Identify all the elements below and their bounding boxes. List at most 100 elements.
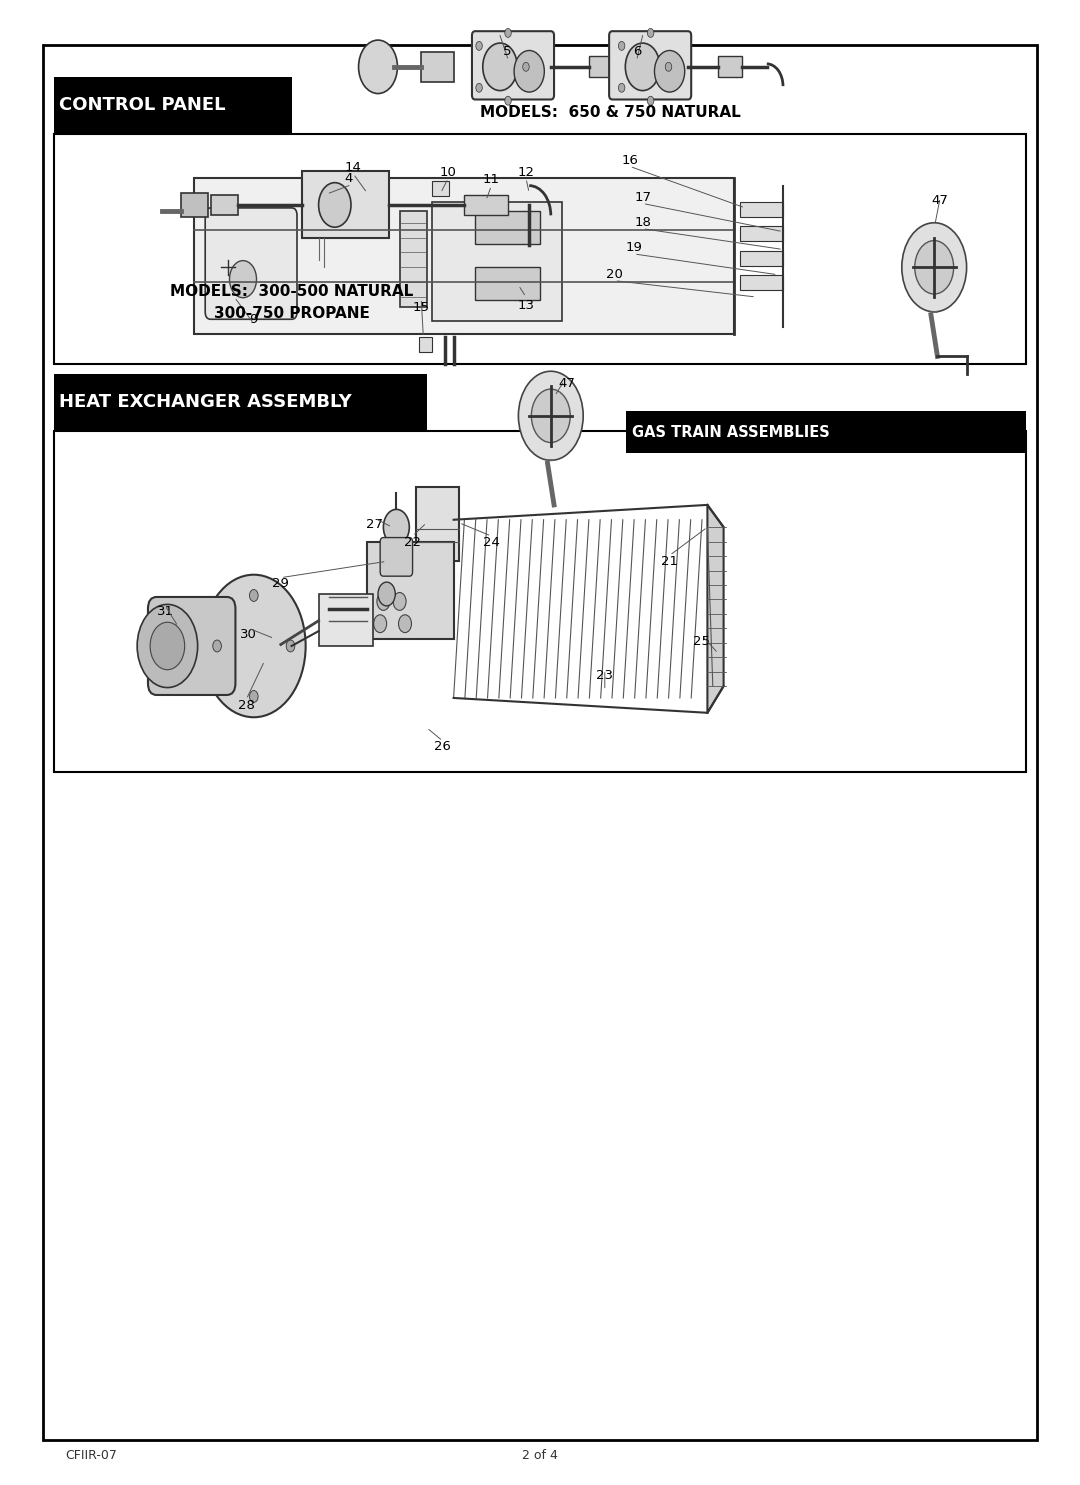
Text: GAS TRAIN ASSEMBLIES: GAS TRAIN ASSEMBLIES [632, 425, 829, 440]
Circle shape [393, 593, 406, 610]
FancyBboxPatch shape [54, 431, 1026, 772]
Text: 23: 23 [596, 670, 613, 682]
Text: 20: 20 [606, 269, 623, 281]
FancyBboxPatch shape [589, 56, 612, 77]
Circle shape [625, 43, 660, 91]
FancyBboxPatch shape [211, 195, 238, 215]
Text: 26: 26 [434, 741, 451, 753]
Circle shape [654, 50, 685, 92]
Circle shape [286, 640, 295, 652]
FancyBboxPatch shape [740, 202, 783, 217]
Text: 19: 19 [625, 242, 643, 254]
FancyBboxPatch shape [475, 267, 540, 300]
Circle shape [374, 615, 387, 633]
Circle shape [518, 371, 583, 460]
Circle shape [378, 582, 395, 606]
FancyBboxPatch shape [302, 171, 389, 238]
Circle shape [476, 83, 483, 92]
Circle shape [647, 28, 653, 37]
Text: 4: 4 [345, 172, 353, 184]
Text: CFIIR-07: CFIIR-07 [65, 1449, 117, 1461]
FancyBboxPatch shape [367, 542, 454, 639]
Text: 21: 21 [661, 555, 678, 567]
FancyBboxPatch shape [718, 56, 742, 77]
FancyBboxPatch shape [148, 597, 235, 695]
Circle shape [249, 691, 258, 702]
Text: 15: 15 [413, 301, 430, 313]
FancyBboxPatch shape [740, 251, 783, 266]
Text: 17: 17 [634, 192, 651, 203]
FancyBboxPatch shape [54, 77, 292, 134]
Circle shape [319, 183, 351, 227]
Polygon shape [707, 505, 724, 713]
FancyBboxPatch shape [205, 208, 297, 319]
Text: 16: 16 [621, 154, 638, 166]
Circle shape [377, 593, 390, 610]
Text: 18: 18 [634, 217, 651, 229]
Text: 300-750 PROPANE: 300-750 PROPANE [214, 306, 369, 321]
FancyBboxPatch shape [194, 178, 734, 334]
Circle shape [523, 62, 529, 71]
Circle shape [202, 575, 306, 717]
FancyBboxPatch shape [609, 31, 691, 99]
FancyBboxPatch shape [400, 211, 427, 307]
FancyBboxPatch shape [319, 594, 373, 646]
Text: MODELS:  300-500 NATURAL: MODELS: 300-500 NATURAL [170, 284, 414, 298]
Text: 31: 31 [157, 606, 174, 618]
Circle shape [504, 97, 511, 105]
FancyBboxPatch shape [416, 487, 459, 561]
Text: 6: 6 [633, 46, 642, 58]
FancyBboxPatch shape [421, 52, 454, 82]
Text: HEAT EXCHANGER ASSEMBLY: HEAT EXCHANGER ASSEMBLY [59, 394, 352, 411]
Text: 28: 28 [238, 699, 255, 711]
Circle shape [531, 389, 570, 443]
Text: 47: 47 [558, 377, 576, 389]
FancyBboxPatch shape [740, 275, 783, 290]
FancyBboxPatch shape [472, 31, 554, 99]
Text: 27: 27 [366, 518, 383, 530]
FancyBboxPatch shape [54, 134, 1026, 364]
Text: 24: 24 [483, 536, 500, 548]
Text: 11: 11 [483, 174, 500, 186]
Circle shape [213, 640, 221, 652]
Ellipse shape [229, 260, 257, 297]
Circle shape [902, 223, 967, 312]
Circle shape [359, 40, 397, 94]
Text: MODELS:  650 & 750 NATURAL: MODELS: 650 & 750 NATURAL [480, 105, 741, 120]
Circle shape [476, 42, 483, 50]
Text: 13: 13 [517, 300, 535, 312]
Text: CONTROL PANEL: CONTROL PANEL [59, 97, 226, 114]
FancyBboxPatch shape [419, 337, 432, 352]
Circle shape [150, 622, 185, 670]
Text: 29: 29 [272, 578, 289, 590]
Text: 5: 5 [503, 46, 512, 58]
FancyBboxPatch shape [740, 226, 783, 241]
Circle shape [483, 43, 517, 91]
Text: 2 of 4: 2 of 4 [522, 1449, 558, 1461]
Circle shape [514, 50, 544, 92]
FancyBboxPatch shape [54, 374, 427, 431]
Text: 14: 14 [345, 162, 362, 174]
FancyBboxPatch shape [43, 45, 1037, 1440]
Circle shape [504, 28, 511, 37]
Circle shape [399, 615, 411, 633]
Circle shape [915, 241, 954, 294]
Text: 47: 47 [931, 195, 948, 206]
Circle shape [383, 509, 409, 545]
FancyBboxPatch shape [181, 193, 208, 217]
Circle shape [665, 62, 672, 71]
Circle shape [619, 42, 625, 50]
Circle shape [137, 604, 198, 688]
Text: 9: 9 [249, 313, 258, 325]
Text: 30: 30 [240, 628, 257, 640]
FancyBboxPatch shape [432, 202, 562, 321]
Text: 25: 25 [693, 636, 711, 647]
Text: 10: 10 [440, 166, 457, 178]
Circle shape [619, 83, 625, 92]
Circle shape [278, 649, 293, 670]
FancyBboxPatch shape [432, 181, 449, 196]
FancyBboxPatch shape [464, 195, 508, 215]
Text: 22: 22 [404, 536, 421, 548]
Circle shape [647, 97, 653, 105]
FancyBboxPatch shape [475, 211, 540, 244]
